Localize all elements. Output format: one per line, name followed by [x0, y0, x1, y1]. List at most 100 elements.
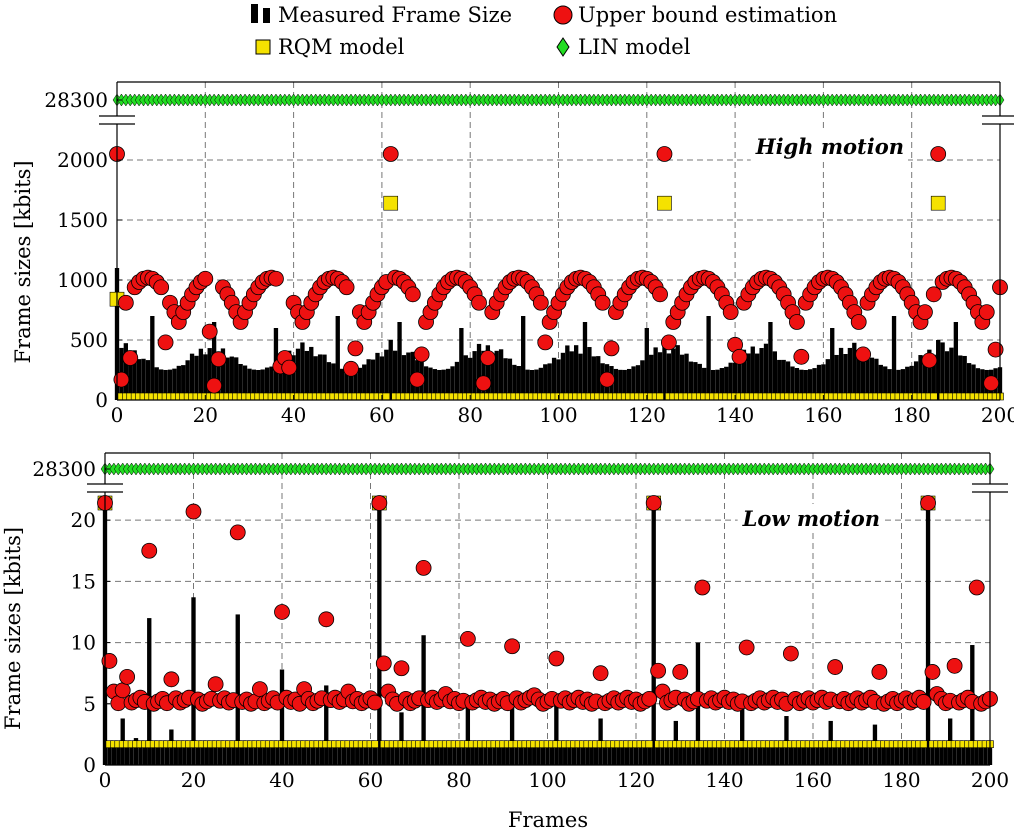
bar-measured-frame-size — [855, 740, 860, 765]
bar-measured-frame-size — [936, 340, 941, 400]
bar-measured-frame-size — [891, 316, 897, 400]
legend-marker-measured-2 — [263, 8, 270, 23]
bar-measured-frame-size — [344, 369, 349, 400]
bar-measured-frame-size — [257, 740, 263, 765]
marker-upper-bound-estimation — [367, 694, 383, 711]
x-tick-label: 40 — [281, 403, 306, 427]
bar-measured-frame-size — [622, 369, 627, 400]
bar-measured-frame-size — [790, 366, 795, 400]
bar-measured-frame-size — [450, 366, 455, 400]
bar-measured-frame-size — [155, 740, 161, 765]
marker-upper-bound-estimation — [163, 671, 180, 688]
marker-rqm-model — [645, 740, 654, 748]
bar-measured-frame-size — [222, 740, 227, 765]
bar-measured-frame-size — [346, 740, 351, 765]
marker-upper-bound-estimation — [206, 377, 223, 394]
x-tick-label: 180 — [893, 403, 931, 427]
marker-upper-bound-estimation — [504, 638, 520, 655]
marker-upper-bound-estimation — [968, 579, 985, 596]
marker-upper-bound-estimation — [274, 604, 290, 620]
bar-measured-frame-size — [213, 740, 218, 765]
marker-upper-bound-estimation — [268, 270, 284, 287]
marker-upper-bound-estimation — [382, 146, 399, 162]
bar-measured-frame-size — [328, 740, 333, 765]
bar-measured-frame-size — [983, 740, 988, 765]
bar-measured-frame-size — [812, 368, 817, 400]
bar-measured-frame-size — [490, 354, 495, 400]
bar-measured-frame-size — [463, 355, 468, 400]
bar-measured-frame-size — [145, 360, 151, 400]
bar-measured-frame-size — [890, 740, 895, 765]
bar-measured-frame-size — [971, 364, 976, 400]
marker-upper-bound-estimation — [153, 279, 170, 296]
bar-measured-frame-size — [878, 364, 883, 400]
bar-measured-frame-size — [397, 322, 402, 400]
bar-measured-frame-size — [682, 740, 687, 765]
marker-upper-bound-estimation — [672, 664, 689, 680]
bar-measured-frame-size — [589, 740, 594, 765]
bar-measured-frame-size — [317, 354, 323, 400]
marker-upper-bound-estimation — [915, 694, 932, 710]
bar-measured-frame-size — [485, 345, 491, 400]
bar-measured-frame-size — [295, 348, 301, 400]
bar-measured-frame-size — [819, 740, 825, 765]
bar-measured-frame-size — [132, 350, 137, 400]
bar-measured-frame-size — [724, 366, 729, 400]
bar-measured-frame-size — [478, 740, 484, 765]
bar-measured-frame-size — [195, 740, 201, 765]
bar-measured-frame-size — [176, 365, 181, 400]
bar-measured-frame-size — [563, 740, 568, 765]
bar-measured-frame-size — [626, 368, 632, 400]
bar-measured-frame-size — [381, 740, 386, 765]
bar-measured-frame-size — [675, 345, 680, 400]
bar-measured-frame-size — [362, 364, 367, 400]
bar-measured-frame-size — [832, 740, 838, 765]
bar-measured-frame-size — [375, 352, 380, 400]
bar-measured-frame-size — [310, 740, 316, 765]
bar-measured-frame-size — [917, 740, 922, 765]
bar-measured-frame-size — [908, 740, 913, 765]
bar-measured-frame-size — [355, 740, 360, 765]
marker-upper-bound-estimation — [185, 503, 202, 520]
bar-measured-frame-size — [843, 354, 848, 400]
bar-measured-frame-size — [777, 359, 782, 400]
bar-measured-frame-size — [952, 740, 957, 765]
bar-measured-frame-size — [377, 503, 382, 765]
bar-measured-frame-size — [220, 348, 226, 400]
marker-upper-bound-estimation — [201, 323, 218, 340]
bar-measured-frame-size — [226, 740, 232, 765]
legend-marker-rqm — [255, 39, 271, 55]
bar-measured-frame-size — [543, 364, 548, 400]
bar-measured-frame-size — [242, 365, 248, 400]
bar-measured-frame-size — [772, 351, 777, 400]
bar-measured-frame-size — [944, 351, 950, 400]
bar-measured-frame-size — [350, 740, 355, 765]
bar-measured-frame-size — [978, 740, 984, 765]
bar-measured-frame-size — [300, 342, 305, 400]
bar-measured-frame-size — [921, 740, 926, 765]
bar-measured-frame-size — [953, 322, 959, 400]
marker-upper-bound-estimation — [592, 665, 609, 682]
x-tick-label: 60 — [369, 403, 394, 427]
bar-measured-frame-size — [824, 740, 829, 765]
y-tick-label-break: 28300 — [44, 88, 108, 112]
x-tick-label: 100 — [539, 403, 577, 427]
bar-measured-frame-size — [401, 355, 407, 400]
panel-annotation: High motion — [755, 134, 904, 159]
bar-measured-frame-size — [465, 701, 471, 765]
bar-measured-frame-size — [425, 740, 431, 765]
bar-measured-frame-size — [912, 740, 917, 765]
bar-measured-frame-size — [874, 358, 879, 400]
bar-measured-frame-size — [313, 356, 318, 400]
bar-measured-frame-size — [253, 740, 258, 765]
bar-measured-frame-size — [785, 361, 791, 400]
marker-upper-bound-estimation — [404, 286, 421, 303]
bar-measured-frame-size — [860, 349, 866, 400]
y-tick-label: 10 — [71, 631, 96, 655]
bar-measured-frame-size — [216, 351, 221, 400]
bar-measured-frame-size — [797, 740, 802, 765]
bar-measured-frame-size — [881, 740, 886, 765]
marker-upper-bound-estimation — [645, 495, 662, 511]
bar-measured-frame-size — [934, 740, 940, 765]
